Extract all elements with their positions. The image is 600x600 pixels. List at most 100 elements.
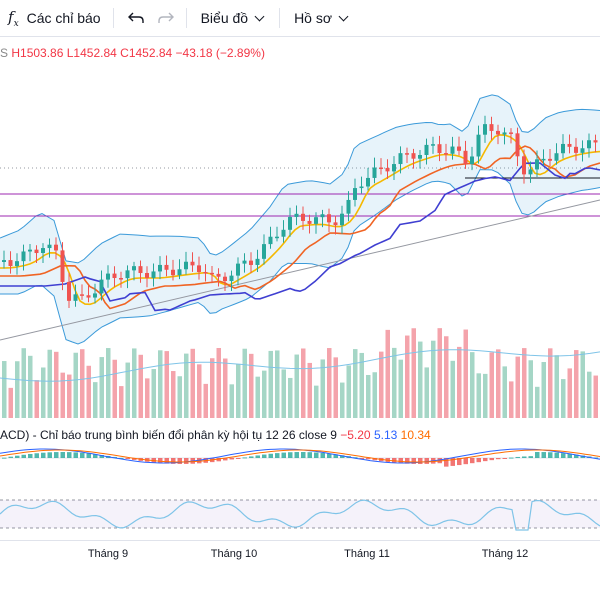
toolbar-divider [112, 8, 114, 28]
volume-bar [184, 353, 189, 418]
candle-body [320, 214, 325, 218]
macd-histogram-bar [275, 453, 280, 458]
macd-histogram-bar [229, 458, 234, 460]
macd-histogram-bar [236, 458, 241, 459]
volume-bar [567, 368, 572, 418]
macd-histogram-bar [67, 452, 72, 458]
candle-body [554, 153, 559, 161]
volume-bar [320, 359, 325, 418]
redo-button[interactable] [152, 4, 180, 32]
candle-body [424, 144, 429, 155]
volume-bar [262, 370, 267, 418]
macd-histogram-bar [158, 458, 163, 464]
volume-bar [67, 374, 72, 418]
candle-body [236, 263, 240, 276]
macd-histogram-bar [353, 457, 358, 459]
volume-bar [437, 328, 442, 418]
candle-body [405, 153, 409, 155]
volume-bar [463, 329, 468, 418]
undo-button[interactable] [122, 4, 150, 32]
indicators-label: Các chỉ báo [26, 10, 101, 26]
macd-histogram-bar [223, 458, 228, 461]
candle-body [197, 265, 201, 272]
time-tick: Tháng 9 [87, 548, 129, 560]
volume-bar [398, 359, 403, 418]
volume-bar [314, 385, 319, 418]
support-lines [0, 177, 600, 341]
volume-bar [8, 387, 13, 418]
volume-bar [177, 376, 182, 418]
volume-bar [392, 347, 397, 418]
macd-histogram-bar [164, 458, 169, 464]
volume-bar [229, 384, 234, 418]
macd-histogram-bar [99, 455, 104, 458]
macd-histogram-bar [86, 453, 91, 458]
macd-histogram-bar [574, 454, 579, 458]
volume-bar [580, 351, 585, 418]
volume-bar [405, 335, 410, 418]
macd-histogram-bar [444, 458, 449, 467]
chart-menu-button[interactable]: Biểu đồ [195, 4, 273, 32]
candle-body [262, 244, 266, 259]
candle-body [93, 293, 97, 298]
macd-histogram-bar [418, 458, 423, 464]
volume-bar [268, 350, 273, 418]
candle-body [99, 279, 104, 294]
profile-menu-button[interactable]: Hồ sơ [288, 4, 357, 32]
macd-histogram-bar [301, 452, 306, 458]
candle-body [106, 273, 110, 280]
volume-bar [379, 351, 384, 418]
candle-body [171, 269, 175, 276]
macd-histogram-bar [41, 452, 46, 458]
volume-bar [242, 348, 247, 418]
price-chart[interactable] [0, 36, 600, 548]
time-axis[interactable]: Tháng 9 Tháng 10 Tháng 11 Tháng 12 [0, 540, 600, 567]
candle-body [294, 213, 299, 217]
volume-bar [255, 376, 260, 418]
macd-histogram-bar [320, 452, 325, 458]
candle-body [476, 134, 481, 157]
volume-bar [418, 341, 423, 418]
candle-body [151, 271, 156, 278]
macd-histogram-bar [21, 454, 26, 458]
candle-body [509, 132, 513, 134]
bollinger-upper [0, 94, 600, 264]
candle-body [67, 281, 71, 301]
macd-signal-value: 10.34 [400, 428, 431, 442]
macd-histogram-bar [314, 452, 319, 458]
volume-bar [502, 366, 507, 418]
candle-body [522, 156, 526, 175]
candle-body [8, 260, 13, 267]
volume-bar [528, 360, 533, 418]
volume-bar [125, 362, 130, 418]
volume-bar [457, 346, 462, 418]
volume-bar [307, 362, 312, 418]
macd-histogram-bar [15, 455, 20, 458]
candle-body [353, 188, 357, 200]
macd-histogram-bar [281, 452, 286, 458]
candle-body [86, 295, 91, 298]
macd-histogram-bar [119, 457, 124, 459]
volume-bar [151, 369, 156, 418]
macd-histogram-bar [242, 457, 247, 459]
candle-body [463, 150, 468, 165]
candle-body [418, 154, 422, 159]
redo-icon [157, 12, 174, 23]
candle-body [444, 153, 448, 155]
volume-bar [15, 361, 20, 418]
candlesticks [2, 115, 598, 308]
volume-bar [275, 350, 280, 418]
candle-body [379, 167, 383, 170]
macd-histogram-bar [502, 458, 507, 459]
macd-histogram-bar [28, 453, 33, 458]
volume-bar [483, 373, 488, 418]
indicators-button[interactable]: fx Các chỉ báo [2, 4, 107, 32]
macd-histogram-bar [307, 452, 312, 458]
volume-bar [294, 354, 299, 418]
volume-bar [431, 340, 436, 418]
volume-bar [476, 373, 481, 418]
candle-body [359, 186, 364, 189]
macd-histogram-bar [470, 458, 475, 464]
ohlc-prefix: S [0, 46, 9, 60]
candle-body [431, 144, 435, 146]
